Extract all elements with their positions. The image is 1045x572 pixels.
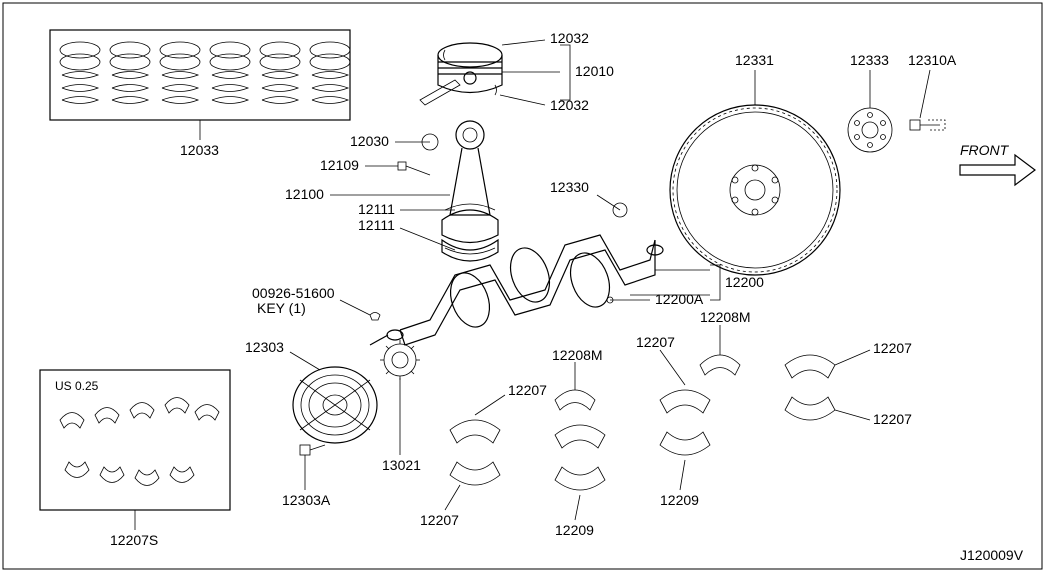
label-pulley: 12303 xyxy=(245,339,284,355)
label-key: KEY (1) xyxy=(257,300,306,316)
label-pin: 12200A xyxy=(655,291,704,307)
woodruff-key xyxy=(370,313,380,321)
label-con-rod: 12100 xyxy=(285,186,324,202)
label-main-b4: 12207 xyxy=(873,411,912,427)
rod-bearing-upper xyxy=(445,204,495,210)
drive-plate-small xyxy=(848,108,892,152)
us-label: US 0.25 xyxy=(55,379,99,393)
label-rod-brg-l: 12111 xyxy=(358,217,395,233)
label-bolt-dp: 12310A xyxy=(908,52,957,68)
label-crank: 12200 xyxy=(725,274,764,290)
label-key-part: 00926-51600 xyxy=(252,285,335,301)
label-sprocket: 13021 xyxy=(382,457,421,473)
label-rod-brg-u: 12111 xyxy=(358,201,395,217)
snap-ring-left xyxy=(444,50,446,60)
rod-bolt xyxy=(398,162,430,175)
connecting-rod xyxy=(442,121,498,261)
main-bearing-set-box: US 0.25 xyxy=(40,370,230,510)
label-main-set: 12207S xyxy=(110,532,158,548)
label-main-l2: 12209 xyxy=(660,492,699,508)
thrust-washer-b xyxy=(555,390,595,410)
label-pulley-bolt: 12303A xyxy=(282,492,331,508)
main-bearing-2 xyxy=(660,390,710,455)
front-label: FRONT xyxy=(960,142,1010,158)
piston-rings-box xyxy=(50,30,350,120)
label-main-b2: 12207 xyxy=(420,512,459,528)
thrust-washer-a xyxy=(700,355,740,375)
label-main-b1: 12207 xyxy=(636,334,675,350)
pulley-bolt xyxy=(300,445,325,455)
main-bearing-1 xyxy=(785,355,835,420)
main-bearing-3 xyxy=(555,425,605,490)
label-main-b3: 12207 xyxy=(873,340,912,356)
label-snap-top: 12032 xyxy=(550,30,589,46)
snap-ring-right xyxy=(495,85,497,95)
label-main-l1: 12209 xyxy=(555,522,594,538)
label-pilot: 12330 xyxy=(550,179,589,195)
front-arrow: FRONT xyxy=(960,142,1035,185)
timing-sprocket xyxy=(380,340,420,380)
crank-pulley xyxy=(293,367,377,443)
crankshaft xyxy=(370,235,663,345)
main-bearing-4 xyxy=(450,420,500,485)
label-rings: 12033 xyxy=(180,142,219,158)
diagram-id: J120009V xyxy=(960,547,1024,563)
label-piston: 12010 xyxy=(575,63,614,79)
label-thrust-b: 12208M xyxy=(552,347,603,363)
label-plate-drive: 12333 xyxy=(850,52,889,68)
label-main-b2a: 12207 xyxy=(508,382,547,398)
label-bushing: 12030 xyxy=(350,133,389,149)
drive-plate-bolt xyxy=(910,120,945,130)
flywheel xyxy=(670,105,840,275)
piston-assembly xyxy=(420,43,502,105)
label-snap-bot: 12032 xyxy=(550,97,589,113)
label-thrust-a: 12208M xyxy=(700,309,751,325)
label-rod-bolt: 12109 xyxy=(320,157,359,173)
label-plate-signal: 12331 xyxy=(735,52,774,68)
